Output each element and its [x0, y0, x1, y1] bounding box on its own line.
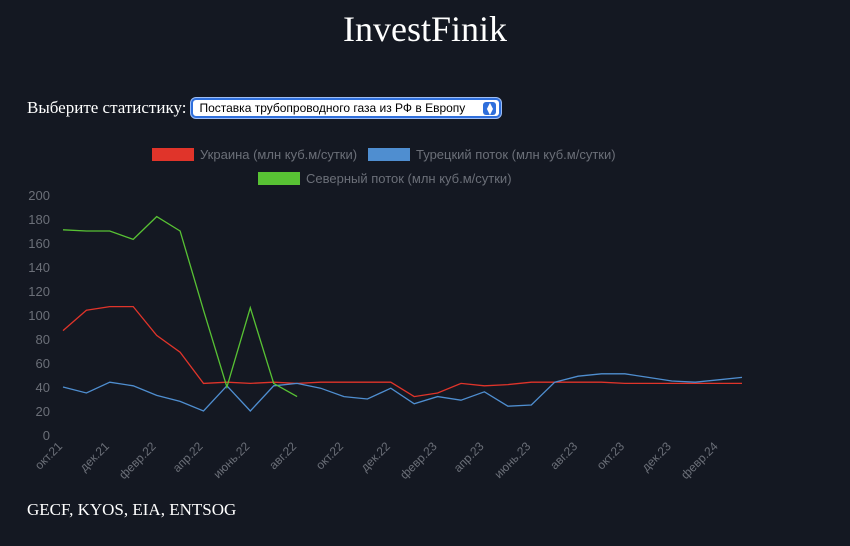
chart-series [62, 215, 743, 412]
x-tick-label: февр.24 [678, 439, 721, 482]
x-tick-label: окт.21 [32, 439, 65, 472]
legend-label: Украина (млн куб.м/сутки) [200, 147, 357, 162]
y-tick-label: 180 [28, 212, 50, 227]
y-tick-label: 0 [43, 428, 50, 443]
legend-swatch [258, 172, 300, 185]
y-axis: 0 20 40 60 80 100 120 140 160 180 200 [28, 188, 50, 443]
x-tick-label: июнь.23 [491, 439, 533, 481]
y-tick-label: 60 [36, 356, 50, 371]
x-tick-label: апр.22 [170, 439, 206, 475]
legend-swatch [152, 148, 194, 161]
x-tick-label: дек.21 [77, 439, 112, 474]
statistic-selector-label: Выберите статистику: [27, 98, 187, 117]
app-title: InvestFinik [342, 9, 507, 49]
x-tick-label: авг.23 [547, 439, 580, 472]
y-tick-label: 100 [28, 308, 50, 323]
chart-legend: Украина (млн куб.м/сутки) Турецкий поток … [152, 147, 616, 186]
x-axis: окт.21 дек.21 февр.22 апр.22 июнь.22 авг.22 ок… [32, 439, 721, 482]
x-tick-label: февр.23 [397, 439, 440, 482]
statistic-select-value: Поставка трубопроводного газа из РФ в Ев… [199, 101, 466, 115]
y-tick-label: 40 [36, 380, 50, 395]
y-tick-label: 140 [28, 260, 50, 275]
gas-supply-chart: Украина (млн куб.м/сутки) Турецкий поток … [28, 147, 743, 482]
y-tick-label: 120 [28, 284, 50, 299]
x-tick-label: окт.22 [313, 439, 346, 472]
x-tick-label: июнь.22 [211, 439, 253, 481]
legend-swatch [368, 148, 410, 161]
statistic-selector-row: Выберите статистику: Поставка трубопрово… [27, 98, 502, 118]
series-line [62, 305, 742, 398]
y-tick-label: 80 [36, 332, 50, 347]
data-sources: GECF, KYOS, EIA, ENTSOG [27, 500, 237, 519]
chevron-up-down-icon: ▲ ▼ [483, 101, 497, 115]
statistic-select[interactable]: Поставка трубопроводного газа из РФ в Ев… [191, 98, 502, 118]
x-tick-label: апр.23 [451, 439, 487, 475]
x-tick-label: авг.22 [266, 439, 299, 472]
series-line [62, 215, 298, 398]
legend-label: Турецкий поток (млн куб.м/сутки) [416, 147, 616, 162]
x-tick-label: дек.22 [358, 439, 393, 474]
x-tick-label: дек.23 [639, 439, 674, 474]
y-tick-label: 160 [28, 236, 50, 251]
x-tick-label: февр.22 [116, 439, 159, 482]
legend-label: Северный поток (млн куб.м/сутки) [306, 171, 512, 186]
series-line [62, 373, 743, 412]
y-tick-label: 20 [36, 404, 50, 419]
x-tick-label: окт.23 [594, 439, 627, 472]
y-tick-label: 200 [28, 188, 50, 203]
